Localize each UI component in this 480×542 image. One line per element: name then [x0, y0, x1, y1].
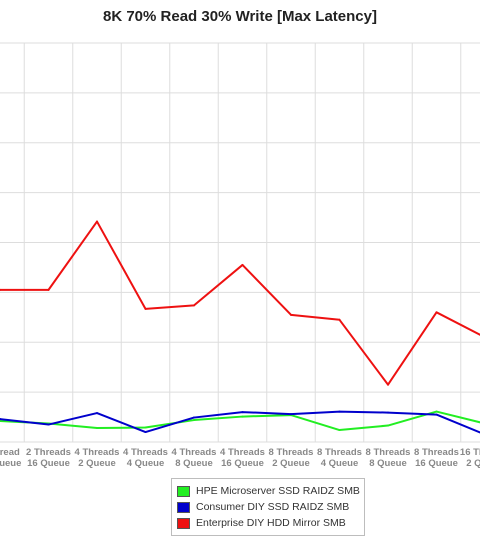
data-point: [47, 423, 50, 426]
data-point: [0, 418, 1, 421]
data-point: [338, 410, 341, 413]
data-point: [193, 416, 195, 419]
data-point: [290, 413, 292, 416]
data-point: [96, 412, 98, 415]
x-tick-label: 1 Thread16 Queue: [0, 447, 21, 469]
data-point: [435, 413, 438, 416]
data-point: [338, 429, 341, 432]
data-point: [338, 318, 341, 321]
data-point: [193, 419, 195, 422]
x-tick-label: 8 Threads 2 Queue: [269, 447, 314, 469]
data-point: [435, 410, 438, 413]
x-tick-label: 2 Threads 16 Queue: [26, 447, 71, 469]
data-point: [387, 411, 389, 414]
data-point: [241, 411, 244, 414]
data-point: [144, 426, 147, 429]
series-lines: [0, 220, 480, 434]
data-point: [387, 424, 389, 427]
x-tick-label: 8 Threads 4 Queue: [317, 447, 362, 469]
legend-swatch-enterprise: [177, 517, 190, 529]
x-tick-label: 4 Threads 16 Queue: [220, 447, 265, 469]
chart-title: 8K 70% Read 30% Write [Max Latency]: [103, 8, 377, 25]
data-point: [290, 313, 292, 316]
legend-label-hpe: HPE Microserver SSD RAIDZ SMB: [196, 485, 360, 497]
data-point: [47, 288, 50, 291]
x-tick-label: 8 Threads 16 Queue: [414, 447, 459, 469]
data-point: [96, 220, 98, 223]
legend-label-consumer: Consumer DIY SSD RAIDZ SMB: [196, 501, 350, 513]
data-point: [387, 383, 389, 386]
legend-swatch-hpe: [177, 485, 190, 497]
legend-item-enterprise: Enterprise DIY HDD Mirror SMB: [177, 515, 346, 531]
series-line-1: [0, 410, 480, 434]
grid: [0, 42, 480, 443]
data-point: [435, 311, 438, 314]
data-point: [0, 420, 1, 423]
data-point: [241, 415, 244, 418]
data-point: [144, 431, 147, 434]
x-tick-label: 8 Threads 8 Queue: [366, 447, 411, 469]
legend-label-enterprise: Enterprise DIY HDD Mirror SMB: [196, 517, 346, 529]
legend-item-hpe: HPE Microserver SSD RAIDZ SMB: [177, 483, 360, 499]
data-point: [96, 427, 98, 430]
data-point: [193, 304, 195, 307]
legend: HPE Microserver SSD RAIDZ SMB Consumer D…: [171, 478, 365, 536]
data-point: [144, 307, 147, 310]
x-tick-label: 4 Threads 8 Queue: [172, 447, 217, 469]
legend-item-consumer: Consumer DIY SSD RAIDZ SMB: [177, 499, 349, 515]
x-tick-label: 4 Threads 4 Queue: [123, 447, 168, 469]
series-line-2: [0, 220, 480, 386]
data-point: [0, 288, 1, 291]
data-point: [241, 263, 244, 266]
legend-swatch-consumer: [177, 501, 190, 513]
x-tick-label: 4 Threads 2 Queue: [75, 447, 120, 469]
